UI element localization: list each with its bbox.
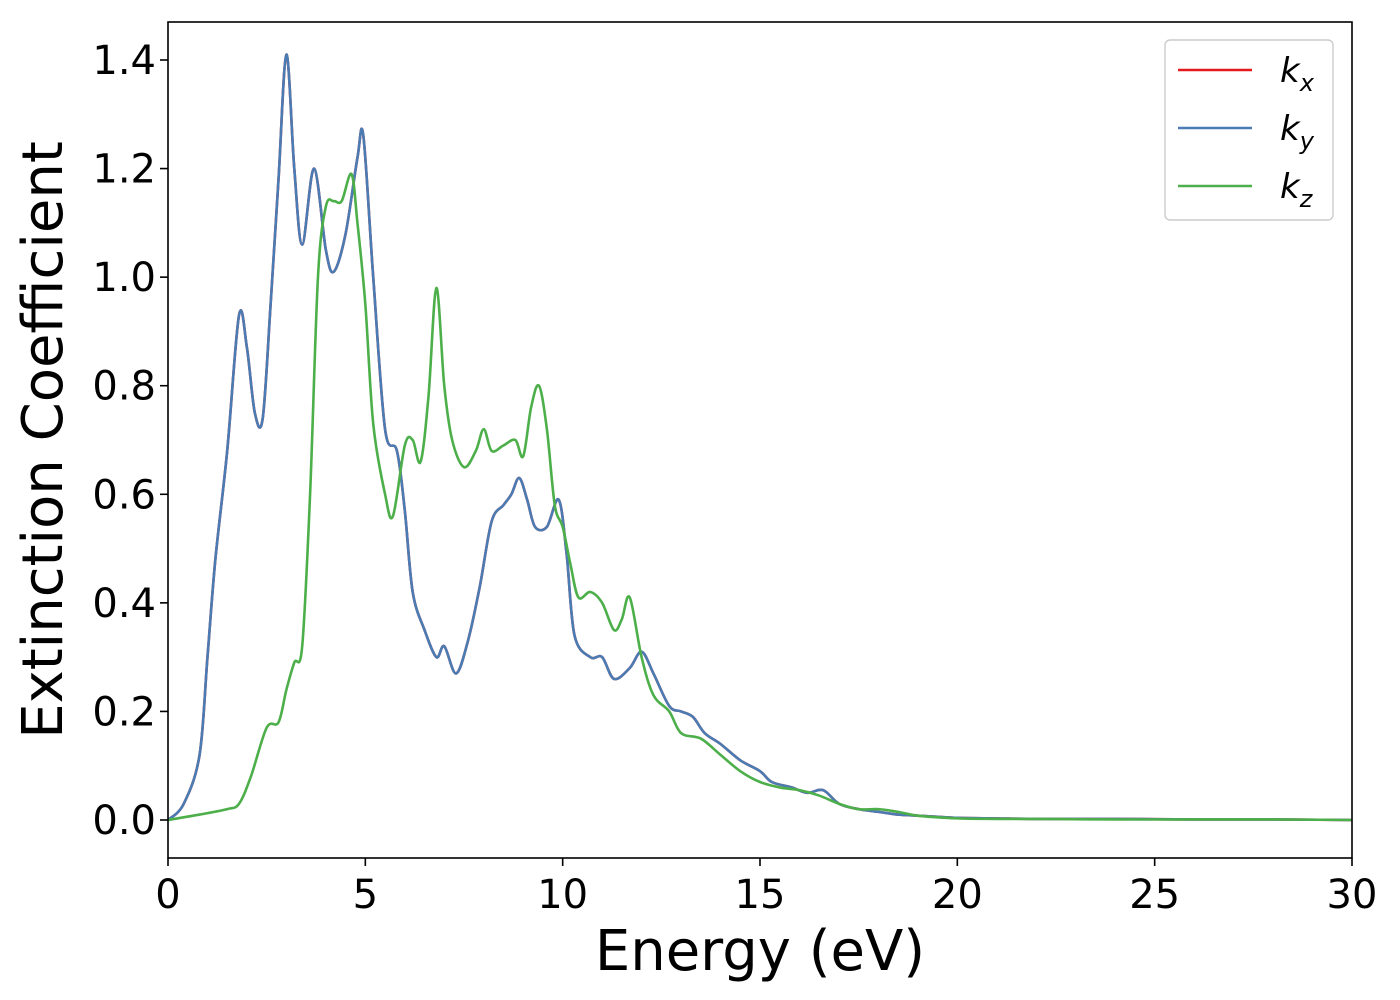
legend-label: kx (1280, 51, 1315, 97)
x-tick-label: 25 (1129, 872, 1180, 918)
legend-label: ky (1280, 109, 1315, 155)
x-axis-label: Energy (eV) (595, 919, 925, 984)
x-tick-label: 0 (155, 872, 180, 918)
legend-label-subscript: z (1299, 185, 1314, 213)
legend-item-kz: kz (1178, 167, 1314, 213)
x-tick-label: 15 (735, 872, 786, 918)
y-tick-label: 1.4 (92, 38, 156, 84)
legend-label: kz (1280, 167, 1314, 213)
x-tick-label: 10 (537, 872, 588, 918)
y-tick-label: 0.6 (92, 472, 156, 518)
y-tick-label: 0.4 (92, 581, 156, 627)
y-tick-label: 1.2 (92, 147, 156, 193)
legend-label-subscript: y (1299, 127, 1315, 155)
legend-label-subscript: x (1299, 69, 1315, 97)
legend-label-main: k (1280, 167, 1301, 207)
legend-label-main: k (1280, 109, 1301, 149)
series-line-kz (168, 172, 1352, 822)
legend-label-main: k (1280, 51, 1301, 91)
series-line-ky (168, 53, 1352, 822)
y-tick-label: 0.8 (92, 364, 156, 410)
legend-box (1164, 39, 1334, 221)
y-tick-label: 0.2 (92, 689, 156, 735)
x-axis: 0 5 10 15 20 25 30 (155, 858, 1377, 918)
x-tick-label: 20 (932, 872, 983, 918)
y-axis: 0.0 0.2 0.4 0.6 0.8 1.0 1.2 1.4 (92, 38, 168, 844)
y-tick-label: 1.0 (92, 255, 156, 301)
y-tick-label: 0.0 (92, 798, 156, 844)
legend-item-kx: kx (1178, 51, 1315, 97)
series-layer (168, 53, 1352, 822)
x-tick-label: 30 (1327, 872, 1378, 918)
x-tick-label: 5 (353, 872, 378, 918)
legend-item-ky: ky (1178, 109, 1315, 155)
y-axis-label: Extinction Coefficient (11, 141, 76, 739)
